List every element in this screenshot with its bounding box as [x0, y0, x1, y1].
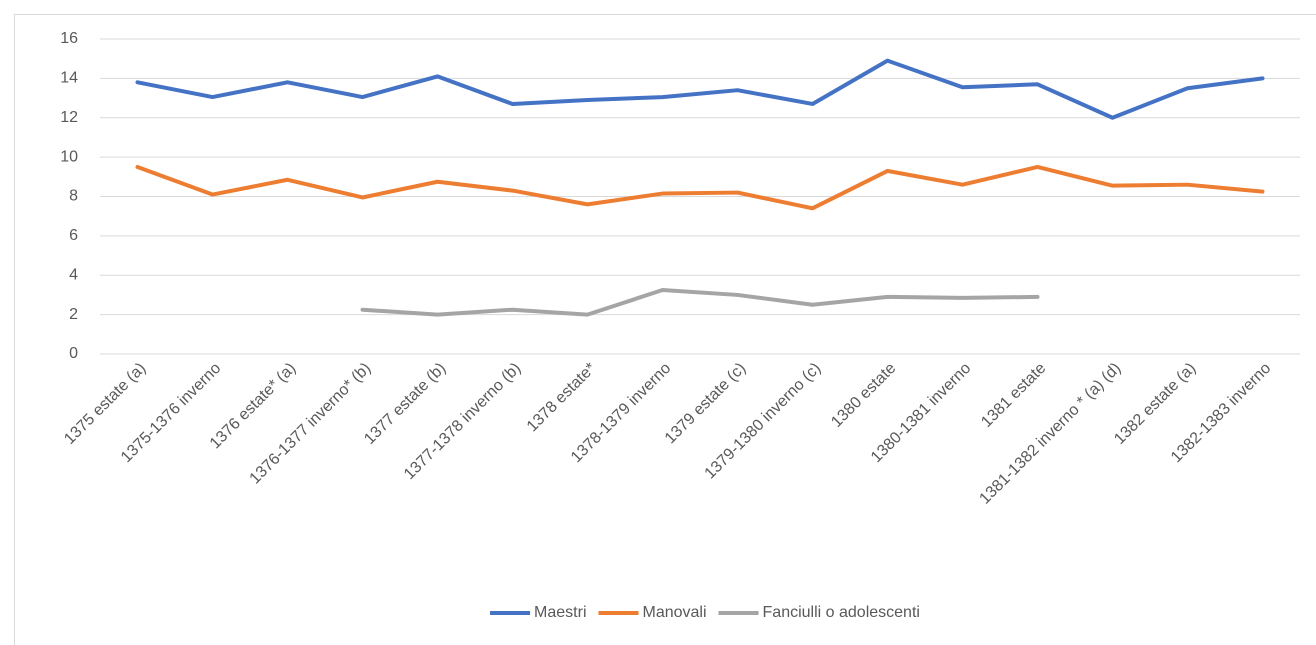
y-tick-label: 2: [69, 306, 78, 323]
series-line: [135, 58, 1265, 120]
series-line: [135, 164, 1265, 211]
y-tick-label: 16: [60, 30, 78, 47]
legend-label: Maestri: [534, 604, 586, 621]
y-tick-label: 8: [69, 188, 78, 205]
x-tick-label: 1381 estate: [978, 360, 1049, 431]
y-tick-label: 0: [69, 345, 78, 362]
legend-label: Manovali: [643, 604, 707, 621]
y-tick-label: 4: [69, 266, 78, 283]
x-tick-label: 1380 estate: [828, 360, 899, 431]
chart-frame: [14, 14, 1316, 645]
y-tick-label: 12: [60, 109, 78, 126]
x-tick-label: 1381-1382 inverno * (a) (d): [976, 360, 1124, 508]
series-line: [360, 288, 1040, 317]
x-tick-label: 1376-1377 inverno* (b): [247, 360, 375, 488]
y-tick-label: 6: [69, 227, 78, 244]
legend: Maestri Manovali Fanciulli o adolescenti: [490, 604, 920, 621]
y-tick-label: 14: [60, 70, 78, 87]
x-tick-label: 1378 estate*: [524, 360, 600, 436]
legend-label: Fanciulli o adolescenti: [763, 604, 920, 621]
x-tick-label: 1379 estate (c): [662, 360, 750, 448]
y-tick-label: 10: [60, 148, 78, 165]
